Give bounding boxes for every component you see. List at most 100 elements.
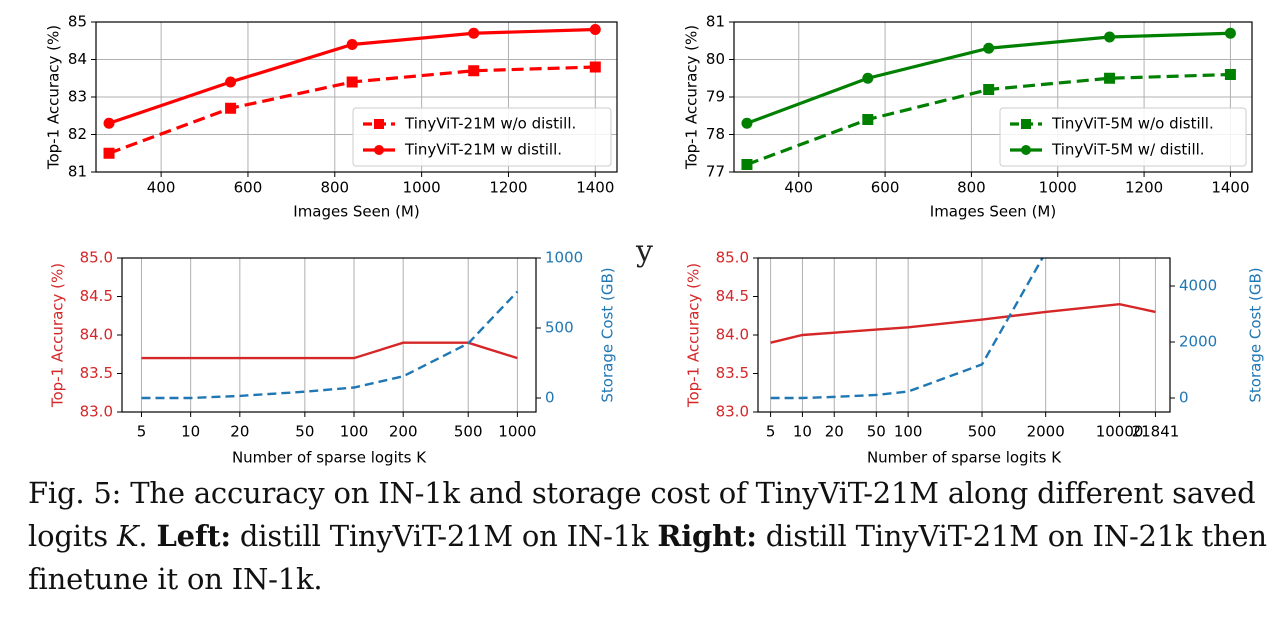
x-axis-label-0: Images Seen (M) (293, 203, 419, 221)
data-point-0-0-2 (346, 76, 358, 88)
stray-glyph: y (636, 234, 653, 269)
data-point-1-1-1 (862, 72, 874, 84)
x-tick-label-0-1: 600 (234, 179, 263, 197)
x-axis-label-1: Images Seen (M) (930, 203, 1056, 221)
series-line-3-0 (770, 302, 1156, 344)
data-point-1-0-4 (1224, 69, 1236, 80)
y-tick-label-3-3: 84.5 (716, 287, 749, 305)
legend-marker-0-1 (374, 145, 384, 155)
x-tick-label-0-4: 1200 (489, 179, 527, 197)
y-axis-label-3: Top-1 Accuracy (%) (685, 263, 703, 408)
data-point-1-1-3 (1104, 31, 1116, 43)
y2-tick-label-3-0: 0 (1179, 389, 1189, 407)
x-tick-label-3-4: 100 (894, 423, 923, 441)
y-tick-label-1-1: 78 (706, 125, 725, 143)
y-tick-label-2-4: 85.0 (80, 249, 113, 267)
x-tick-label-0-3: 1000 (403, 179, 441, 197)
y-tick-label-2-2: 84.0 (80, 326, 113, 344)
y2-axis-label-3: Storage Cost (GB) (1247, 267, 1265, 402)
legend-marker-0-0 (374, 119, 384, 129)
x-tick-label-2-1: 10 (181, 423, 200, 441)
y-tick-label-3-4: 85.0 (716, 249, 749, 267)
x-axis-label-3: Number of sparse logits K (867, 449, 1062, 467)
legend-label-0-1: TinyViT-21M w distill. (404, 141, 562, 159)
y-tick-label-1-2: 79 (706, 88, 725, 106)
legend-label-1-1: TinyViT-5M w/ distill. (1051, 141, 1205, 159)
data-point-0-1-1 (225, 76, 237, 88)
caption-left-label: Left: (156, 519, 231, 553)
legend-label-1-0: TinyViT-5M w/o distill. (1051, 115, 1214, 133)
legend-marker-1-0 (1021, 119, 1031, 129)
y-tick-label-0-4: 85 (68, 13, 87, 31)
x-tick-label-0-5: 1400 (576, 179, 614, 197)
y-axis-label-0: Top-1 Accuracy (%) (45, 25, 63, 170)
data-point-1-0-3 (1104, 72, 1116, 84)
data-point-0-0-4 (589, 61, 601, 73)
x-tick-label-1-3: 1000 (1039, 179, 1077, 197)
x-tick-label-1-4: 1200 (1125, 179, 1163, 197)
y-tick-label-3-1: 83.5 (716, 364, 749, 382)
data-point-1-1-2 (983, 42, 995, 54)
x-tick-label-3-3: 50 (867, 423, 886, 441)
legend-box-1 (999, 107, 1247, 167)
y2-tick-label-2-2: 1000 (545, 249, 583, 267)
y-tick-label-1-4: 81 (706, 13, 725, 31)
data-point-0-0-1 (225, 102, 237, 114)
y-tick-label-1-0: 77 (706, 163, 725, 181)
x-tick-label-0-2: 800 (320, 179, 349, 197)
series-line-3-1 (770, 258, 1044, 400)
x-axis-label-2: Number of sparse logits K (232, 449, 427, 467)
x-tick-label-3-0: 5 (766, 423, 776, 441)
y-tick-label-2-1: 83.5 (80, 364, 113, 382)
y-tick-label-0-1: 82 (68, 125, 87, 143)
x-tick-label-1-0: 400 (784, 179, 813, 197)
x-tick-label-3-7: 10000 (1096, 423, 1144, 441)
x-tick-label-2-0: 5 (137, 423, 147, 441)
data-point-1-1-4 (1224, 27, 1236, 39)
series-line-2-1 (141, 290, 519, 400)
y2-tick-label-2-1: 500 (545, 319, 574, 337)
y2-tick-label-2-0: 0 (545, 389, 555, 407)
x-tick-label-3-2: 20 (825, 423, 844, 441)
x-tick-label-2-4: 100 (340, 423, 369, 441)
data-point-1-0-2 (983, 84, 995, 95)
y-tick-label-3-2: 84.0 (716, 326, 749, 344)
data-point-0-0-0 (103, 147, 115, 159)
data-point-0-1-3 (468, 27, 480, 39)
data-point-0-1-2 (346, 39, 358, 50)
y-tick-label-3-0: 83.0 (716, 403, 749, 421)
legend-label-0-0: TinyViT-21M w/o distill. (404, 115, 576, 133)
x-tick-label-2-3: 50 (295, 423, 314, 441)
data-point-0-1-0 (103, 117, 115, 129)
x-tick-label-2-7: 1000 (498, 423, 536, 441)
caption-k: K (116, 519, 139, 553)
x-tick-label-0-0: 400 (147, 179, 176, 197)
y-tick-label-0-3: 84 (68, 50, 87, 68)
figure-caption: Fig. 5: The accuracy on IN-1k and storag… (28, 472, 1268, 601)
y-tick-label-0-2: 83 (68, 88, 87, 106)
y2-tick-label-3-1: 2000 (1179, 333, 1217, 351)
y-axis-label-1: Top-1 Accuracy (%) (683, 25, 701, 170)
y2-axis-label-2: Storage Cost (GB) (599, 267, 617, 402)
data-point-1-1-0 (741, 117, 753, 129)
caption-dot: . (138, 519, 157, 553)
x-tick-label-1-1: 600 (871, 179, 900, 197)
x-tick-label-3-1: 10 (793, 423, 812, 441)
x-tick-label-2-5: 200 (389, 423, 418, 441)
x-tick-label-2-6: 500 (454, 423, 483, 441)
data-point-1-0-0 (741, 159, 753, 170)
caption-right-label: Right: (657, 519, 757, 553)
legend-box-0 (352, 107, 612, 167)
y2-tick-label-3-2: 4000 (1179, 277, 1217, 295)
x-tick-label-3-8: 21841 (1132, 423, 1180, 441)
y-tick-label-0-0: 81 (68, 163, 87, 181)
legend-marker-1-1 (1021, 145, 1031, 155)
x-tick-label-2-2: 20 (230, 423, 249, 441)
x-tick-label-3-5: 500 (968, 423, 997, 441)
y-tick-label-2-3: 84.5 (80, 287, 113, 305)
data-point-1-0-1 (862, 114, 874, 125)
plot-frame-3 (757, 257, 1171, 413)
data-point-0-1-4 (589, 24, 601, 35)
y-axis-label-2: Top-1 Accuracy (%) (49, 263, 67, 408)
